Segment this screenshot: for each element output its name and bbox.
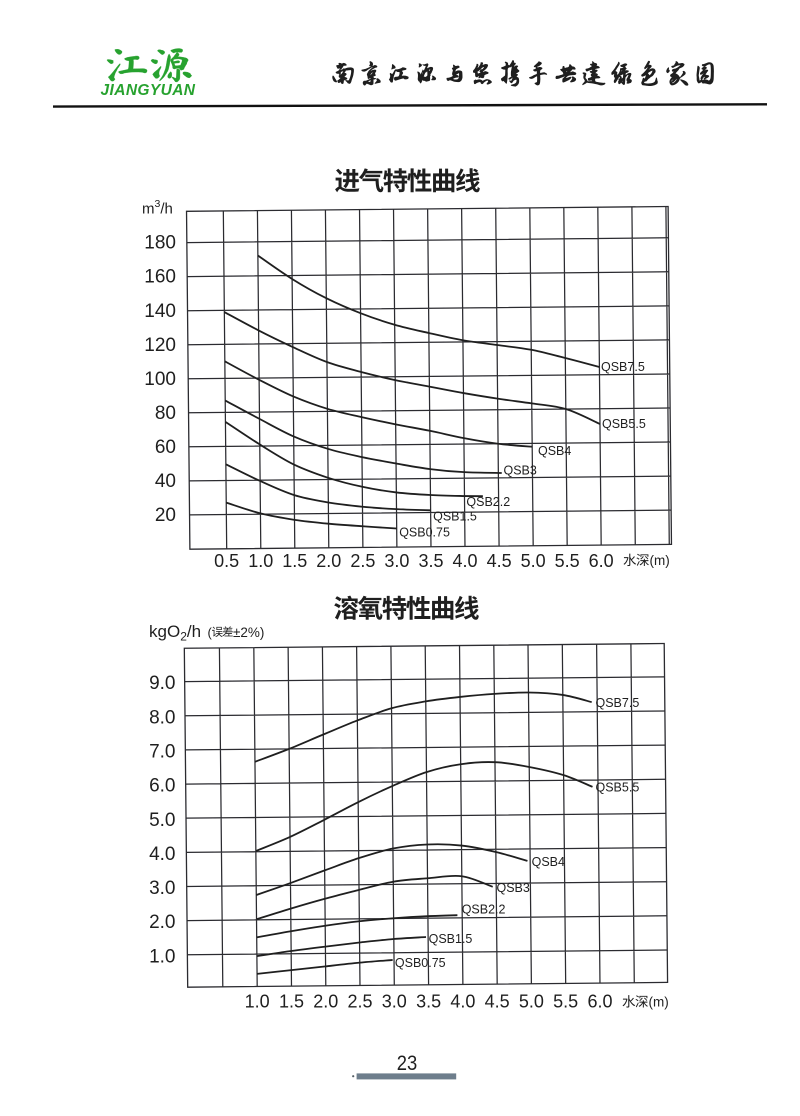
svg-text:5.0: 5.0 <box>149 810 175 831</box>
svg-text:120: 120 <box>144 335 176 356</box>
svg-text:QSB5.5: QSB5.5 <box>596 781 640 795</box>
svg-text:5.0: 5.0 <box>519 992 544 1012</box>
svg-text:2.5: 2.5 <box>347 992 372 1012</box>
svg-text:100: 100 <box>144 369 176 390</box>
svg-text:(m): (m) <box>650 553 670 568</box>
svg-text:6.0: 6.0 <box>589 551 614 571</box>
svg-text:5.5: 5.5 <box>555 551 580 571</box>
svg-text:3.0: 3.0 <box>384 551 409 571</box>
svg-text:QSB0.75: QSB0.75 <box>395 956 446 970</box>
svg-text:QSB2.2: QSB2.2 <box>466 495 510 509</box>
svg-text:140: 140 <box>144 301 176 322</box>
svg-text:8.0: 8.0 <box>149 707 175 728</box>
svg-text:6.0: 6.0 <box>587 992 612 1012</box>
svg-text:4.0: 4.0 <box>149 844 175 865</box>
svg-text:(m): (m) <box>649 995 669 1010</box>
svg-text:QSB1.5: QSB1.5 <box>429 932 473 946</box>
svg-text:2.0: 2.0 <box>313 992 338 1012</box>
svg-text:QSB1.5: QSB1.5 <box>433 510 477 524</box>
svg-text:(: ( <box>208 625 213 640</box>
svg-text:2.0: 2.0 <box>316 551 341 571</box>
svg-text:9.0: 9.0 <box>149 673 175 694</box>
svg-text:0.5: 0.5 <box>214 551 239 571</box>
svg-text:40: 40 <box>155 471 176 492</box>
svg-text:1.5: 1.5 <box>282 551 307 571</box>
svg-text:4.0: 4.0 <box>452 551 477 571</box>
svg-text:QSB2.2: QSB2.2 <box>462 903 506 917</box>
svg-text:6.0: 6.0 <box>149 776 175 797</box>
svg-text:QSB4: QSB4 <box>532 855 565 869</box>
svg-text:3.5: 3.5 <box>416 992 441 1012</box>
svg-text:20: 20 <box>155 505 176 526</box>
svg-text:m3/h: m3/h <box>142 198 173 218</box>
svg-text:2.5: 2.5 <box>350 551 375 571</box>
svg-text:180: 180 <box>144 233 176 254</box>
svg-text:3.5: 3.5 <box>418 551 443 571</box>
svg-text:1.0: 1.0 <box>149 946 175 967</box>
svg-text:1.0: 1.0 <box>248 551 273 571</box>
svg-text:7.0: 7.0 <box>149 742 175 763</box>
svg-text:5.0: 5.0 <box>521 551 546 571</box>
svg-text:JIANGYUAN: JIANGYUAN <box>101 82 196 99</box>
svg-text:23: 23 <box>397 1052 418 1075</box>
svg-text:±2%): ±2%) <box>233 625 264 640</box>
svg-text:4.5: 4.5 <box>485 992 510 1012</box>
svg-text:4.5: 4.5 <box>487 551 512 571</box>
svg-text:1.5: 1.5 <box>279 992 304 1012</box>
svg-text:QSB4: QSB4 <box>538 444 571 458</box>
svg-text:3.0: 3.0 <box>149 878 175 899</box>
svg-text:QSB3: QSB3 <box>504 464 537 478</box>
svg-text:QSB5.5: QSB5.5 <box>602 417 646 431</box>
svg-text:160: 160 <box>144 267 176 288</box>
svg-text:60: 60 <box>155 437 176 458</box>
svg-text:QSB3: QSB3 <box>497 881 530 895</box>
svg-text:QSB7.5: QSB7.5 <box>601 360 645 374</box>
svg-text:QSB7.5: QSB7.5 <box>596 696 640 710</box>
svg-text:2.0: 2.0 <box>149 912 175 933</box>
svg-text:3.0: 3.0 <box>382 992 407 1012</box>
svg-text:80: 80 <box>155 403 176 424</box>
svg-text:kgO2/h: kgO2/h <box>149 622 201 644</box>
svg-text:1.0: 1.0 <box>245 992 270 1012</box>
svg-text:QSB0.75: QSB0.75 <box>399 526 450 540</box>
svg-text:5.5: 5.5 <box>553 992 578 1012</box>
svg-text:4.0: 4.0 <box>450 992 475 1012</box>
